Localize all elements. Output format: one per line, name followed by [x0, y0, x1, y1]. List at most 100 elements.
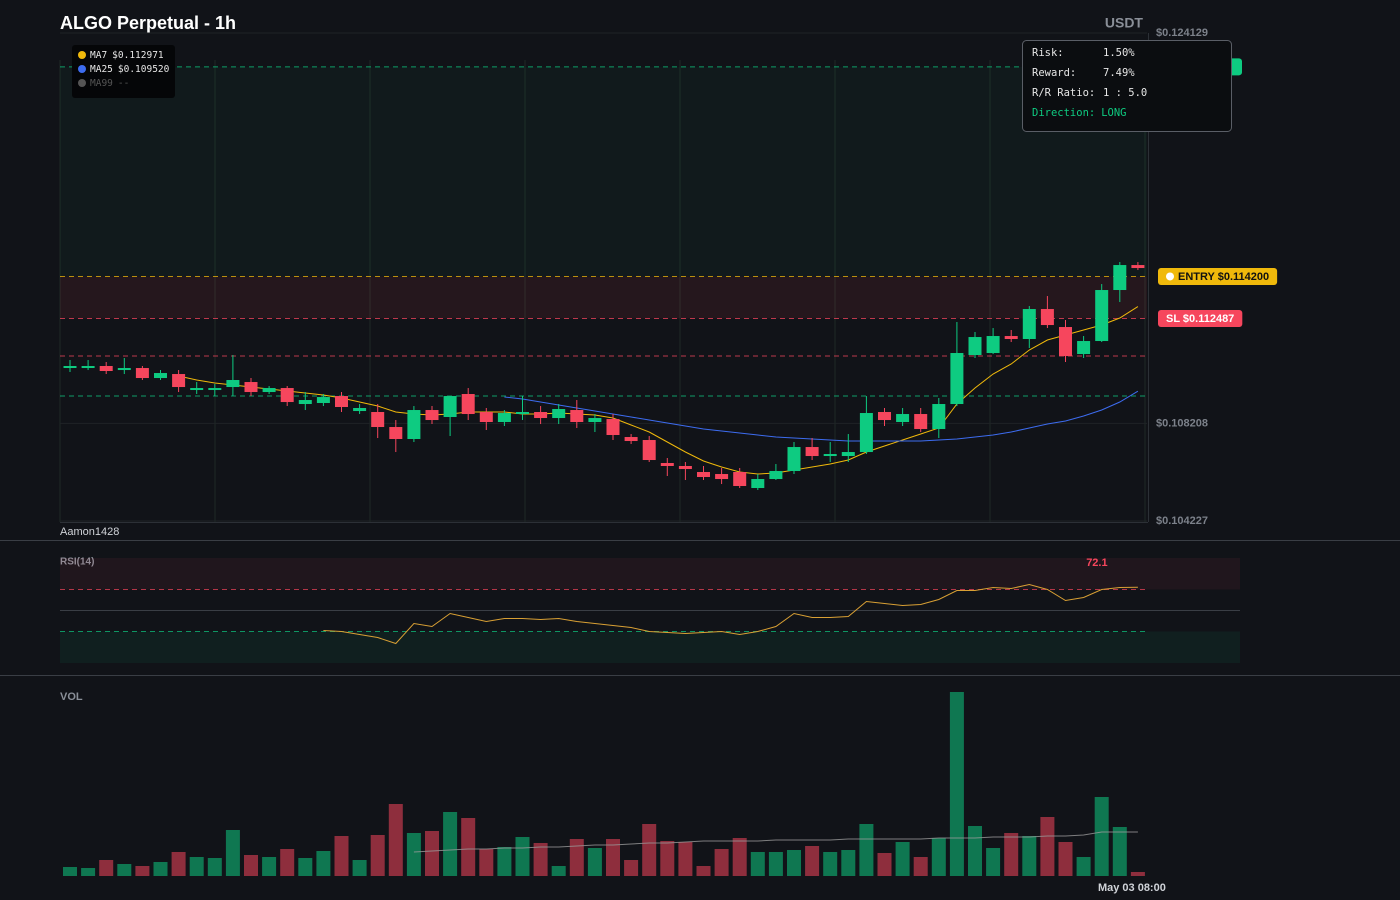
volume-bar — [606, 839, 620, 876]
volume-bar — [479, 849, 494, 876]
risk-label: Direction: — [1032, 107, 1095, 119]
candle-body — [154, 373, 167, 379]
candle-body — [99, 366, 113, 372]
volume-bar — [225, 830, 240, 876]
candle-body — [280, 388, 294, 403]
volume-bar — [262, 857, 277, 876]
candle-body — [425, 410, 439, 421]
candle-body — [226, 380, 240, 388]
volume-bar — [1130, 872, 1145, 876]
risk-row: Reward: 7.49% — [1032, 67, 1135, 79]
candle-body — [63, 366, 77, 369]
volume-bar — [406, 833, 421, 876]
candle-body — [697, 472, 710, 478]
candle-body — [534, 412, 548, 419]
candle-body — [932, 404, 946, 430]
level-badge-label: SL $0.112487 — [1166, 313, 1234, 325]
legend-swatch — [78, 65, 86, 73]
candle-body — [787, 447, 801, 472]
candle-body — [715, 474, 729, 480]
legend-value: $0.112971 — [112, 50, 164, 61]
candle-body — [190, 388, 204, 391]
candle-body — [733, 472, 747, 487]
volume-bar — [280, 849, 295, 876]
legend-name: MA25 — [90, 64, 113, 75]
volume-bar — [189, 857, 204, 876]
candle-body — [298, 400, 312, 405]
legend-value: $0.109520 — [118, 64, 170, 75]
y-tick-label: $0.124129 — [1156, 27, 1208, 39]
volume-bar — [352, 860, 367, 876]
volume-bar — [1004, 833, 1019, 876]
candle-body — [986, 336, 1000, 354]
legend-value: -- — [118, 78, 129, 89]
candle-body — [552, 409, 566, 419]
candle-body — [244, 382, 258, 393]
volume-bar — [99, 860, 114, 876]
oversold-zone — [60, 631, 1240, 663]
risk-label: R/R Ratio: — [1032, 87, 1095, 99]
risk-row: Risk: 1.50% — [1032, 47, 1135, 59]
volume-bar — [624, 860, 639, 876]
volume-bar — [1040, 817, 1055, 876]
risk-value: 1 : 5.0 — [1103, 87, 1147, 99]
volume-bar — [949, 692, 964, 876]
level-badge-bg — [1158, 309, 1243, 327]
volume-bar — [823, 852, 838, 876]
y-tick-label: $0.108208 — [1156, 417, 1208, 429]
volume-bar — [443, 812, 458, 876]
candle-body — [516, 412, 529, 415]
rsi-title: RSI(14) — [60, 557, 94, 568]
y-tick-label: $0.104227 — [1156, 515, 1208, 527]
volume-bar — [1076, 857, 1091, 876]
volume-bar — [533, 843, 548, 876]
volume-bar — [714, 849, 729, 876]
risk-panel — [1022, 40, 1232, 132]
volume-bar — [787, 850, 801, 876]
volume-bar — [1022, 836, 1037, 876]
volume-bar — [244, 855, 258, 876]
volume-bar — [298, 858, 313, 876]
volume-bar — [135, 866, 150, 876]
legend-name: MA99 — [90, 78, 113, 89]
moving-average-line — [504, 390, 1139, 442]
candle-body — [642, 440, 656, 461]
legend-swatch — [78, 79, 86, 87]
volume-bar — [207, 858, 222, 876]
candle-body — [588, 418, 602, 423]
volume-bar — [334, 836, 349, 876]
candle-body — [1004, 336, 1018, 340]
candle-body — [443, 396, 457, 418]
candle-body — [1095, 290, 1109, 342]
candle-body — [606, 419, 620, 436]
volume-bar — [841, 850, 856, 876]
candle-body — [172, 374, 186, 388]
level-badge-dot — [1166, 272, 1174, 281]
volume-bar — [931, 838, 946, 876]
level-badge-label: ENTRY $0.114200 — [1178, 271, 1269, 283]
candle-body — [353, 408, 367, 412]
candle-body — [1113, 265, 1127, 291]
candle-body — [1077, 341, 1091, 355]
candle-body — [660, 463, 674, 467]
volume-bar — [805, 846, 820, 876]
volume-bar — [968, 826, 982, 876]
volume-bar — [768, 852, 783, 876]
unit-label: USDT — [1105, 15, 1144, 31]
volume-bar — [660, 841, 675, 876]
x-tick-label: May 03 08:00 — [1098, 882, 1166, 894]
candle-body — [335, 396, 348, 408]
candle-body — [841, 452, 855, 457]
candle-body — [497, 413, 511, 423]
level-zone — [60, 276, 1147, 319]
volume-bar — [153, 862, 168, 876]
level-badge: SL $0.112487 — [1158, 309, 1243, 327]
candle-body — [914, 414, 928, 430]
candle-body — [208, 388, 222, 391]
level-badge-bg — [1158, 267, 1278, 285]
candle-body — [389, 427, 403, 440]
candle-body — [678, 466, 692, 470]
rsi-value-label: 72.1 — [1086, 557, 1107, 569]
